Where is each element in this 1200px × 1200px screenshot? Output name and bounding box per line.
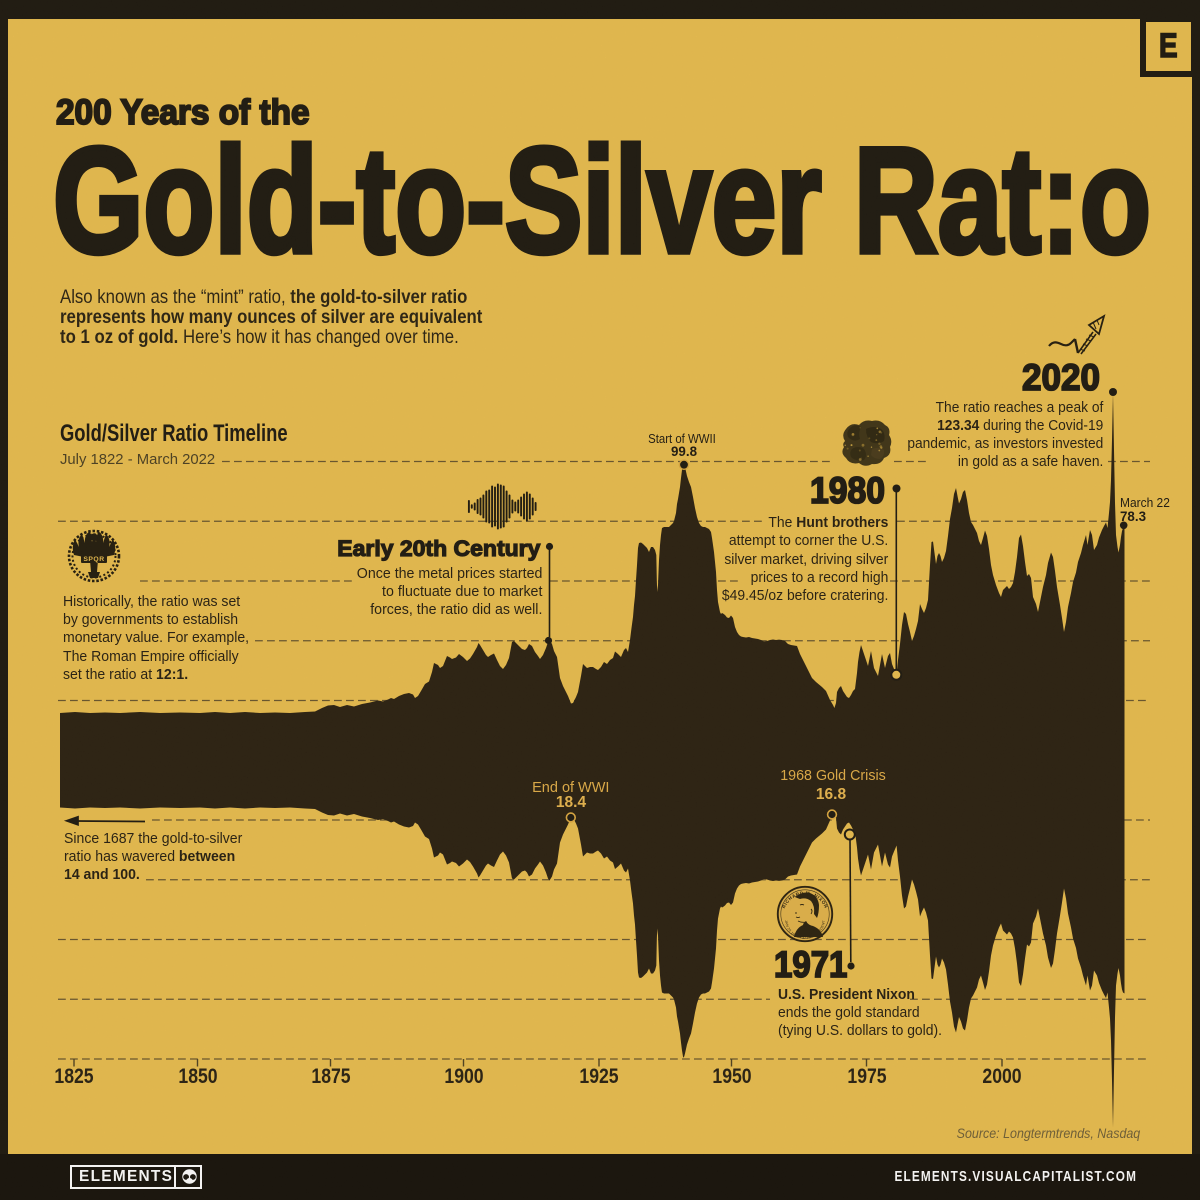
svg-text:SPQR: SPQR [83, 556, 104, 563]
